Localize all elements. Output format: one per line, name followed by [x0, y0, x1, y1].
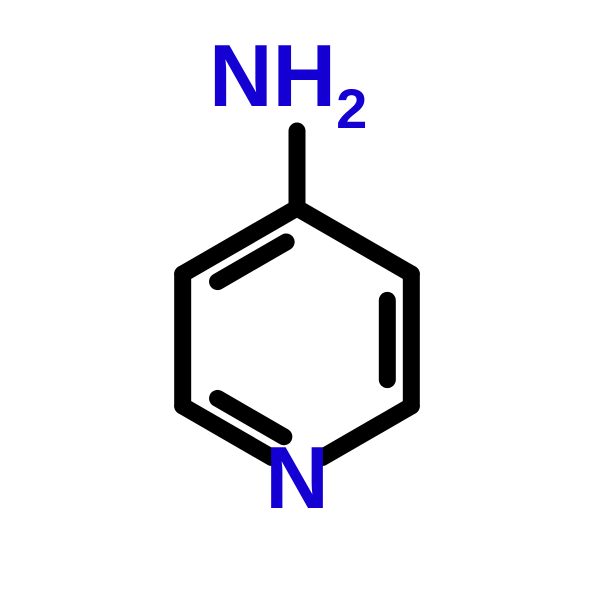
bond — [297, 208, 411, 274]
bond — [322, 406, 411, 457]
molecule-diagram: N NH2 — [0, 0, 600, 600]
atom-label: NH2 — [209, 26, 367, 140]
atom-label: N — [265, 428, 329, 527]
